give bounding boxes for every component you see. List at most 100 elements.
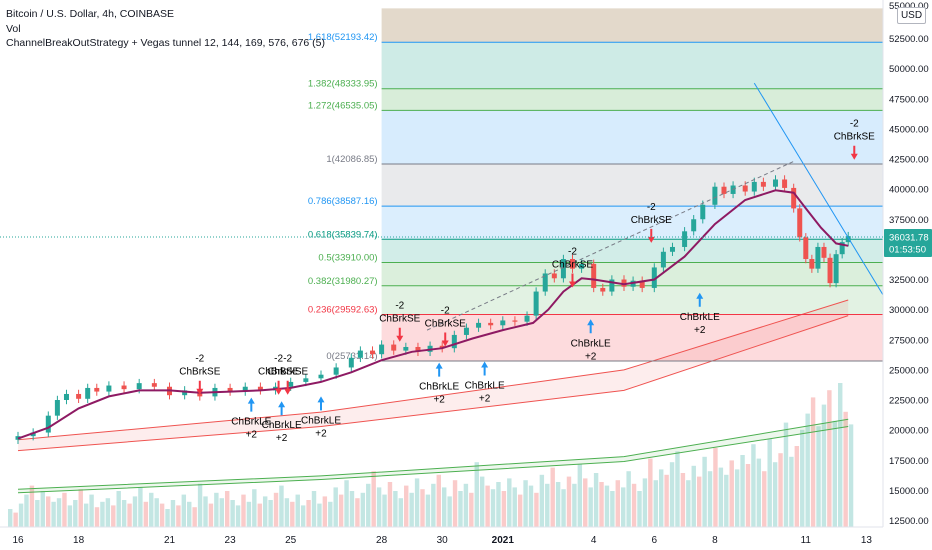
candle xyxy=(257,382,263,395)
signal-qty: -2 xyxy=(568,246,577,257)
volume-bar xyxy=(431,483,436,527)
volume-bar xyxy=(604,485,610,527)
volume-bar xyxy=(149,492,154,527)
fib-zone xyxy=(381,239,891,263)
candle-body xyxy=(439,345,445,349)
signal-qty: +2 xyxy=(694,325,706,336)
candle-body xyxy=(303,378,309,382)
candle xyxy=(839,237,845,259)
candle xyxy=(560,254,566,283)
signal-label: ChBrkSE xyxy=(258,367,299,378)
volume-bar xyxy=(273,492,279,527)
candle-body xyxy=(121,385,127,390)
currency-button[interactable]: USD xyxy=(897,7,926,24)
signal-qty: -2 xyxy=(274,354,283,365)
volume-bar xyxy=(631,483,637,527)
candle xyxy=(54,395,60,420)
candle xyxy=(712,182,718,210)
candle-body xyxy=(712,186,718,205)
signal-qty: -2 xyxy=(283,354,292,365)
volume-bar xyxy=(78,489,83,527)
volume-indicator-label[interactable]: Vol xyxy=(6,22,21,35)
y-tick-label: 42500.00 xyxy=(889,155,929,166)
candle xyxy=(809,254,815,273)
volume-bar xyxy=(642,478,648,527)
volume-bar xyxy=(40,491,45,527)
volume-bar xyxy=(105,498,111,527)
volume-bar xyxy=(62,492,67,527)
volume-bar xyxy=(653,480,658,527)
candle-body xyxy=(791,187,797,209)
candle xyxy=(651,263,657,293)
y-tick-label: 37500.00 xyxy=(889,215,929,226)
candle-body xyxy=(500,320,506,326)
signal-label: ChBrkSE xyxy=(379,314,420,325)
signal-qty: +2 xyxy=(315,428,327,439)
down-arrow-icon xyxy=(647,228,655,243)
price-scale[interactable]: 12500.00 15000.00 17500.00 20000.00 22500.00… xyxy=(882,0,932,550)
symbol-title[interactable]: Bitcoin / U.S. Dollar, 4h, COINBASE xyxy=(6,8,175,20)
candle xyxy=(691,215,697,236)
volume-bar xyxy=(561,489,566,527)
strategy-label[interactable]: ChannelBreakOutStrategy + Vegas tunnel 1… xyxy=(6,37,326,49)
y-tick-label: 45000.00 xyxy=(889,124,929,135)
fibonacci-levels[interactable]: 0(25733.14) 0.236(29592.63) 0.382(31980.27… xyxy=(308,32,891,362)
signal-qty: +2 xyxy=(276,433,288,444)
time-scale[interactable]: 16 18 21 23 25 28 30 2021 4 6 8 11 13 xyxy=(0,526,883,546)
volume-bar xyxy=(165,509,170,527)
candle xyxy=(391,340,397,355)
candle-body xyxy=(415,346,421,352)
fib-zone xyxy=(381,262,891,286)
volume-bar xyxy=(121,500,127,527)
volume-bar xyxy=(501,491,507,527)
candle-body xyxy=(403,346,409,351)
fib-level-label: 1.382(48333.95) xyxy=(308,79,378,90)
up-arrow-icon xyxy=(435,362,443,377)
volume-bar xyxy=(235,505,241,527)
volume-bar xyxy=(778,453,783,527)
chart-legend: Bitcoin / U.S. Dollar, 4h, COINBASE Vol … xyxy=(6,7,325,51)
signal-label: ChBrkLE xyxy=(262,420,302,431)
long-entry-signal: ChBrkLE +2 xyxy=(419,362,460,406)
fib-zone xyxy=(381,88,891,111)
ema576-line xyxy=(17,418,849,490)
candle-body xyxy=(63,393,69,400)
candle-body xyxy=(621,279,627,287)
candle xyxy=(242,382,248,396)
volume-bar xyxy=(756,458,762,527)
candle-body xyxy=(182,390,188,396)
fib-level-label: 0.382(31980.27) xyxy=(308,276,378,287)
ema169-line xyxy=(17,315,849,452)
volume-bar xyxy=(441,487,447,527)
up-arrow-icon xyxy=(278,401,286,416)
volume-bar xyxy=(463,483,469,527)
fib-zone xyxy=(381,42,891,89)
candle-body xyxy=(333,367,339,375)
volume-bar xyxy=(485,485,490,527)
volume-bar xyxy=(425,494,431,527)
signal-qty: +2 xyxy=(585,351,597,362)
y-tick-label: 55000.00 xyxy=(889,1,929,12)
y-tick-label: 15000.00 xyxy=(889,486,929,497)
volume-bar xyxy=(789,456,794,527)
volume-bar xyxy=(751,444,756,527)
x-tick-label: 30 xyxy=(437,535,449,546)
up-arrow-icon xyxy=(481,361,489,376)
volume-bar xyxy=(284,498,290,527)
volume-bar xyxy=(447,496,452,527)
volume-bar xyxy=(680,473,686,527)
volume-bar xyxy=(436,474,441,527)
volume-bar xyxy=(154,498,159,527)
volume-bar xyxy=(599,482,604,527)
volume-bar xyxy=(355,498,360,527)
candle xyxy=(791,183,797,213)
candle xyxy=(488,318,494,330)
fib-level-label: 0.786(38587.16) xyxy=(308,196,378,207)
volume-bar xyxy=(816,426,821,527)
dashed-trend-line[interactable] xyxy=(426,160,794,331)
candle-body xyxy=(551,273,557,279)
volume-bar xyxy=(208,503,214,527)
fib-level-label: 0.236(29592.63) xyxy=(308,305,378,316)
candle-body xyxy=(773,179,778,187)
